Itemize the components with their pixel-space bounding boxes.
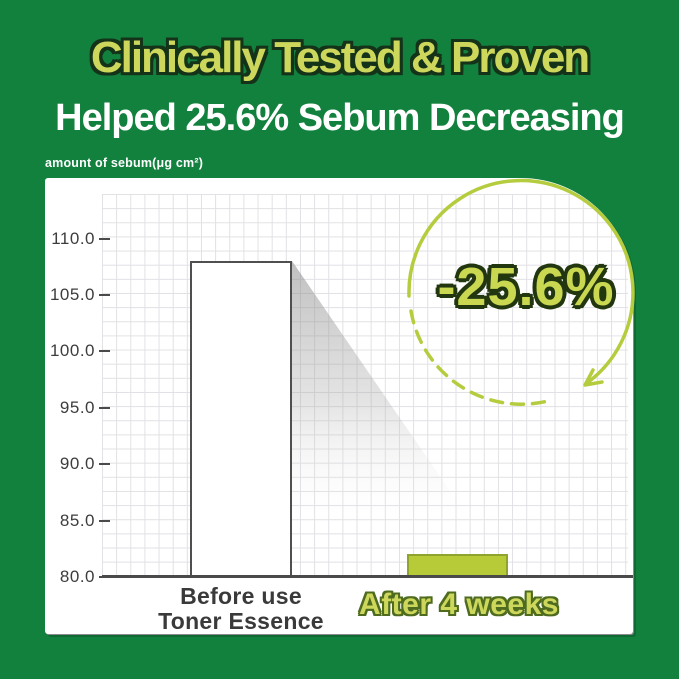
x-axis-line [102, 575, 633, 578]
y-tick: 110.0 [45, 228, 110, 250]
y-tick-mark [99, 237, 110, 240]
y-tick-mark [99, 406, 110, 409]
decrease-badge: -25.6% [437, 257, 615, 317]
y-tick: 85.0 [45, 510, 110, 532]
y-tick-label: 80.0 [59, 567, 95, 586]
y-tick: 90.0 [45, 453, 110, 475]
y-tick-mark [99, 519, 110, 522]
y-tick-label: 110.0 [51, 228, 95, 248]
shadow-wedge-shape [292, 261, 507, 574]
y-axis-title: amount of sebum(μg cm²) [45, 156, 204, 170]
y-tick-mark [99, 350, 110, 353]
y-tick-mark [99, 294, 110, 296]
shadow-wedge [292, 261, 507, 574]
y-tick: 105.0 [45, 284, 110, 306]
y-tick-label: 100.0 [49, 341, 95, 361]
x-label-before: Before use Toner Essence [96, 583, 386, 634]
y-tick: 100.0 [45, 340, 110, 362]
y-tick-label: 85.0 [59, 510, 95, 530]
page-title: Clinically Tested & Proven [90, 33, 590, 82]
y-tick-label: 95.0 [59, 397, 95, 417]
chart-panel: 110.0 105.0 100.0 95.0 90.0 85.0 80.0 Before u… [45, 178, 633, 634]
bar-after [407, 554, 508, 577]
x-label-after: After 4 weeks [359, 588, 559, 621]
y-tick: 95.0 [45, 397, 110, 419]
bar-before [190, 261, 292, 577]
y-tick-mark [99, 463, 110, 466]
page-subtitle: Helped 25.6% Sebum Decreasing [55, 97, 625, 139]
x-label-line: Before use [180, 583, 302, 609]
y-tick-label: 105.0 [49, 285, 95, 304]
y-tick-label: 90.0 [59, 454, 95, 474]
x-label-line: Toner Essence [158, 608, 324, 634]
y-axis-gutter: 110.0 105.0 100.0 95.0 90.0 85.0 80.0 [45, 178, 110, 634]
